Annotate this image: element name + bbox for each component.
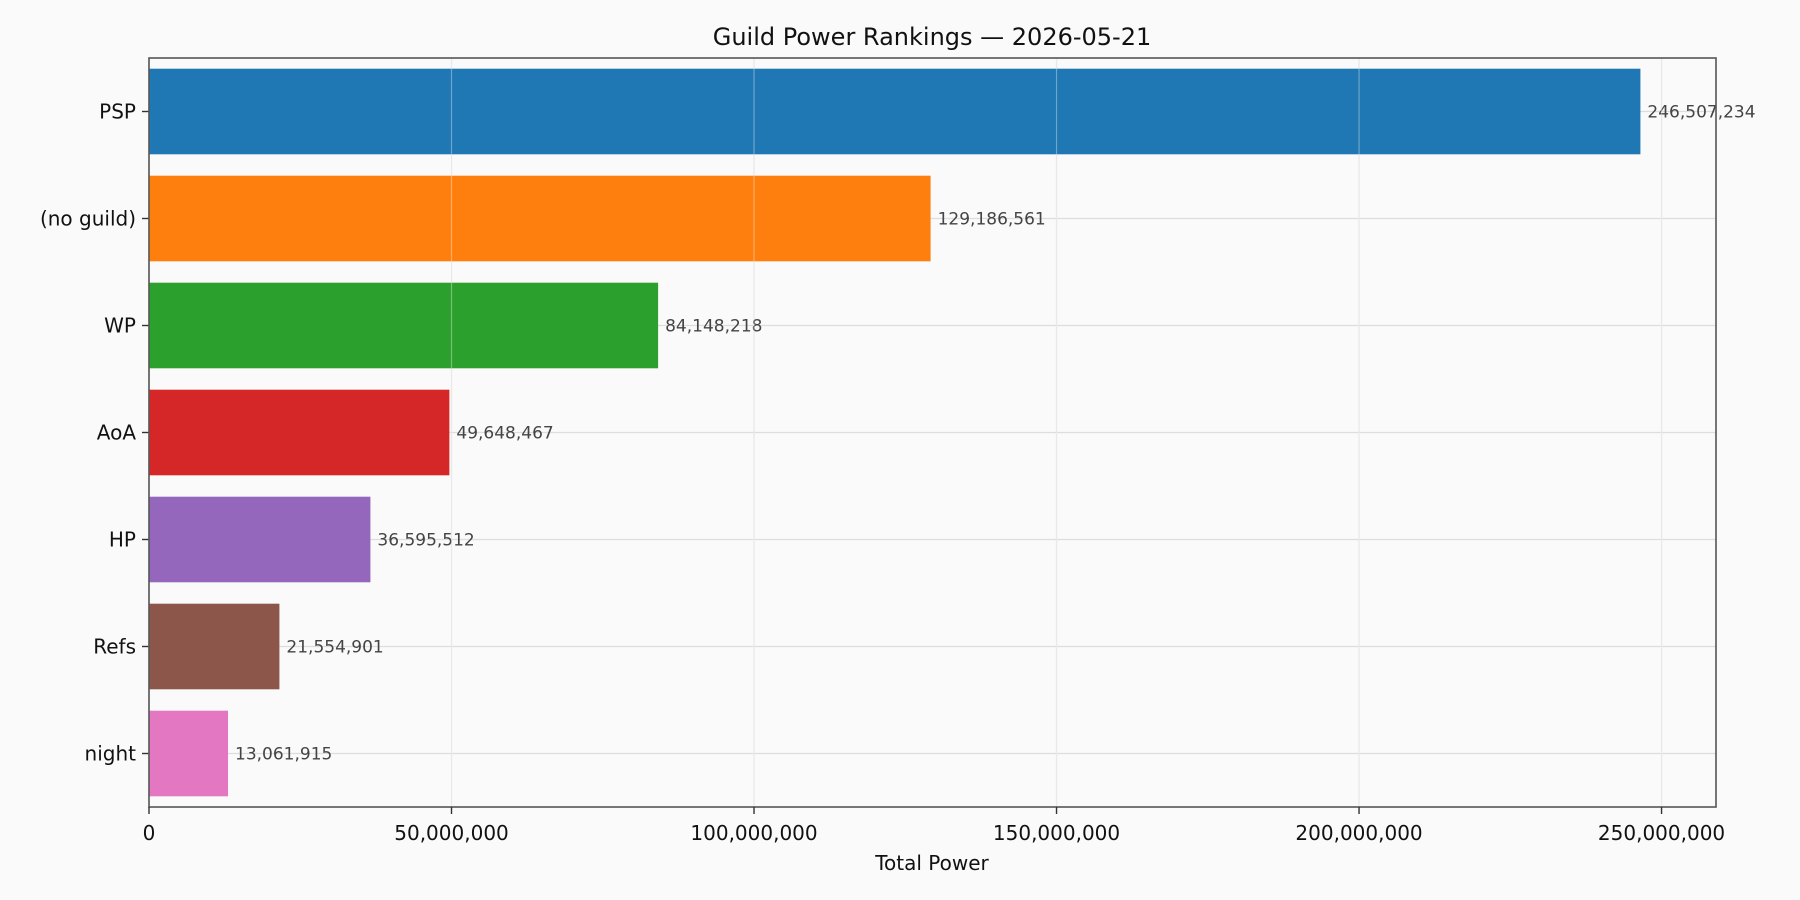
bar	[149, 389, 450, 476]
bar	[149, 282, 659, 369]
plot-frame	[148, 57, 1717, 808]
x-tick-label: 200,000,000	[1295, 821, 1422, 845]
bar-value-label: 129,186,561	[938, 210, 1046, 230]
x-tick-label: 250,000,000	[1598, 821, 1725, 845]
x-tick-label: 0	[143, 821, 156, 845]
category-label: (no guild)	[40, 207, 136, 231]
bar-value-label: 246,507,234	[1647, 103, 1755, 123]
axes: PSP (no guild) WP AoA HP Refs night 0 50,000,000…	[40, 57, 1725, 845]
category-label: PSP	[99, 100, 136, 124]
category-label: WP	[104, 314, 136, 338]
bar	[149, 710, 229, 797]
category-label: AoA	[97, 421, 137, 445]
category-label: night	[85, 742, 137, 766]
category-label: Refs	[93, 635, 136, 659]
bar-value-label: 21,554,901	[286, 638, 383, 658]
category-label: HP	[109, 528, 136, 552]
bar	[149, 603, 280, 690]
bar	[149, 496, 371, 583]
x-axis-label: Total Power	[874, 851, 989, 875]
bar-value-label: 49,648,467	[456, 424, 553, 444]
bar	[149, 68, 1641, 155]
x-tick-label: 50,000,000	[394, 821, 509, 845]
x-tick-label: 100,000,000	[690, 821, 817, 845]
bar-value-label: 84,148,218	[665, 317, 762, 337]
chart-title: Guild Power Rankings — 2026-05-21	[713, 23, 1152, 51]
bar-value-label: 13,061,915	[235, 745, 332, 765]
bar	[149, 175, 931, 262]
bar-value-label: 36,595,512	[377, 531, 474, 551]
x-tick-label: 150,000,000	[993, 821, 1120, 845]
bars	[149, 68, 1641, 797]
